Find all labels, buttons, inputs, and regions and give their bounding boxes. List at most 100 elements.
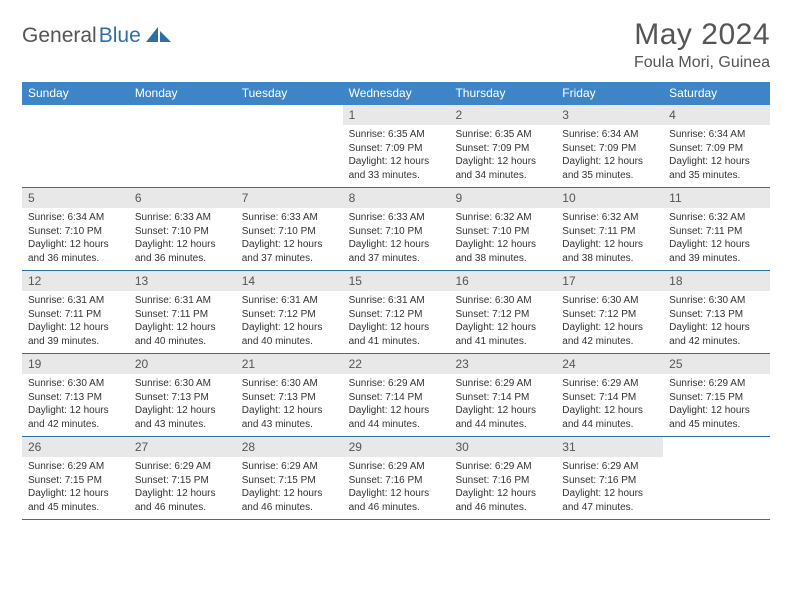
sunrise-line: Sunrise: 6:30 AM [28,377,123,391]
sunset-line: Sunset: 7:11 PM [28,308,123,322]
sunrise-line: Sunrise: 6:32 AM [669,211,764,225]
sunrise-line: Sunrise: 6:30 AM [562,294,657,308]
day-body: Sunrise: 6:33 AMSunset: 7:10 PMDaylight:… [129,208,236,269]
day-body: Sunrise: 6:29 AMSunset: 7:16 PMDaylight:… [343,457,450,518]
day-body: Sunrise: 6:29 AMSunset: 7:14 PMDaylight:… [449,374,556,435]
day-body: Sunrise: 6:35 AMSunset: 7:09 PMDaylight:… [449,125,556,186]
day-number: 7 [236,188,343,208]
weekday-header-row: SundayMondayTuesdayWednesdayThursdayFrid… [22,82,770,105]
daylight-line: Daylight: 12 hours and 41 minutes. [455,321,550,348]
day-number: 3 [556,105,663,125]
sunset-line: Sunset: 7:12 PM [349,308,444,322]
weekday-header: Saturday [663,82,770,105]
sunset-line: Sunset: 7:10 PM [242,225,337,239]
daylight-line: Daylight: 12 hours and 43 minutes. [242,404,337,431]
daylight-line: Daylight: 12 hours and 43 minutes. [135,404,230,431]
day-body: Sunrise: 6:31 AMSunset: 7:11 PMDaylight:… [22,291,129,352]
sunrise-line: Sunrise: 6:29 AM [669,377,764,391]
weekday-header: Sunday [22,82,129,105]
sunset-line: Sunset: 7:14 PM [455,391,550,405]
daylight-line: Daylight: 12 hours and 47 minutes. [562,487,657,514]
daylight-line: Daylight: 12 hours and 35 minutes. [562,155,657,182]
sunrise-line: Sunrise: 6:35 AM [349,128,444,142]
day-body: Sunrise: 6:30 AMSunset: 7:13 PMDaylight:… [129,374,236,435]
daylight-line: Daylight: 12 hours and 36 minutes. [28,238,123,265]
sunrise-line: Sunrise: 6:32 AM [562,211,657,225]
day-cell: . [129,105,236,187]
sunset-line: Sunset: 7:15 PM [135,474,230,488]
week-row: 26Sunrise: 6:29 AMSunset: 7:15 PMDayligh… [22,437,770,520]
weekday-header: Tuesday [236,82,343,105]
day-body: Sunrise: 6:29 AMSunset: 7:15 PMDaylight:… [129,457,236,518]
sunset-line: Sunset: 7:12 PM [562,308,657,322]
sunrise-line: Sunrise: 6:29 AM [349,377,444,391]
day-cell: . [236,105,343,187]
brand-sail-icon [146,25,172,48]
sunrise-line: Sunrise: 6:29 AM [135,460,230,474]
sunrise-line: Sunrise: 6:33 AM [135,211,230,225]
sunset-line: Sunset: 7:16 PM [455,474,550,488]
sunset-line: Sunset: 7:10 PM [349,225,444,239]
daylight-line: Daylight: 12 hours and 44 minutes. [455,404,550,431]
day-body: Sunrise: 6:34 AMSunset: 7:09 PMDaylight:… [556,125,663,186]
sunrise-line: Sunrise: 6:33 AM [349,211,444,225]
daylight-line: Daylight: 12 hours and 40 minutes. [135,321,230,348]
weekday-header: Wednesday [343,82,450,105]
daylight-line: Daylight: 12 hours and 46 minutes. [349,487,444,514]
daylight-line: Daylight: 12 hours and 37 minutes. [349,238,444,265]
sunrise-line: Sunrise: 6:30 AM [135,377,230,391]
day-body: Sunrise: 6:29 AMSunset: 7:15 PMDaylight:… [663,374,770,435]
day-number: 29 [343,437,450,457]
day-number: 5 [22,188,129,208]
day-number: 28 [236,437,343,457]
day-body: Sunrise: 6:29 AMSunset: 7:14 PMDaylight:… [343,374,450,435]
day-number: 25 [663,354,770,374]
sunrise-line: Sunrise: 6:31 AM [135,294,230,308]
day-number: 8 [343,188,450,208]
sunset-line: Sunset: 7:09 PM [455,142,550,156]
day-cell: 2Sunrise: 6:35 AMSunset: 7:09 PMDaylight… [449,105,556,187]
day-body: Sunrise: 6:32 AMSunset: 7:10 PMDaylight:… [449,208,556,269]
day-body: Sunrise: 6:30 AMSunset: 7:12 PMDaylight:… [556,291,663,352]
day-cell: 14Sunrise: 6:31 AMSunset: 7:12 PMDayligh… [236,271,343,353]
title-block: May 2024 Foula Mori, Guinea [634,18,770,72]
sunset-line: Sunset: 7:15 PM [28,474,123,488]
daylight-line: Daylight: 12 hours and 44 minutes. [562,404,657,431]
day-number: 10 [556,188,663,208]
day-cell: 9Sunrise: 6:32 AMSunset: 7:10 PMDaylight… [449,188,556,270]
day-cell: 31Sunrise: 6:29 AMSunset: 7:16 PMDayligh… [556,437,663,519]
sunset-line: Sunset: 7:11 PM [562,225,657,239]
day-number: 22 [343,354,450,374]
sunrise-line: Sunrise: 6:34 AM [562,128,657,142]
day-body: Sunrise: 6:29 AMSunset: 7:16 PMDaylight:… [556,457,663,518]
day-cell: 15Sunrise: 6:31 AMSunset: 7:12 PMDayligh… [343,271,450,353]
brand-part1: General [22,24,97,48]
month-title: May 2024 [634,18,770,52]
sunrise-line: Sunrise: 6:30 AM [242,377,337,391]
day-number: 13 [129,271,236,291]
day-cell: 7Sunrise: 6:33 AMSunset: 7:10 PMDaylight… [236,188,343,270]
day-body: Sunrise: 6:32 AMSunset: 7:11 PMDaylight:… [663,208,770,269]
sunrise-line: Sunrise: 6:29 AM [349,460,444,474]
brand-logo: General Blue [22,18,172,48]
daylight-line: Daylight: 12 hours and 42 minutes. [562,321,657,348]
day-body: Sunrise: 6:29 AMSunset: 7:15 PMDaylight:… [22,457,129,518]
day-body: Sunrise: 6:30 AMSunset: 7:13 PMDaylight:… [22,374,129,435]
day-body: Sunrise: 6:34 AMSunset: 7:09 PMDaylight:… [663,125,770,186]
day-body: Sunrise: 6:29 AMSunset: 7:15 PMDaylight:… [236,457,343,518]
day-cell: 23Sunrise: 6:29 AMSunset: 7:14 PMDayligh… [449,354,556,436]
week-row: 5Sunrise: 6:34 AMSunset: 7:10 PMDaylight… [22,188,770,271]
weekday-header: Thursday [449,82,556,105]
sunset-line: Sunset: 7:12 PM [242,308,337,322]
day-number: 26 [22,437,129,457]
week-row: ...1Sunrise: 6:35 AMSunset: 7:09 PMDayli… [22,105,770,188]
day-cell: 24Sunrise: 6:29 AMSunset: 7:14 PMDayligh… [556,354,663,436]
weekday-header: Friday [556,82,663,105]
sunset-line: Sunset: 7:16 PM [349,474,444,488]
day-cell: 30Sunrise: 6:29 AMSunset: 7:16 PMDayligh… [449,437,556,519]
header: General Blue May 2024 Foula Mori, Guinea [22,18,770,72]
day-cell: 21Sunrise: 6:30 AMSunset: 7:13 PMDayligh… [236,354,343,436]
day-number: 14 [236,271,343,291]
sunset-line: Sunset: 7:13 PM [669,308,764,322]
sunrise-line: Sunrise: 6:34 AM [28,211,123,225]
